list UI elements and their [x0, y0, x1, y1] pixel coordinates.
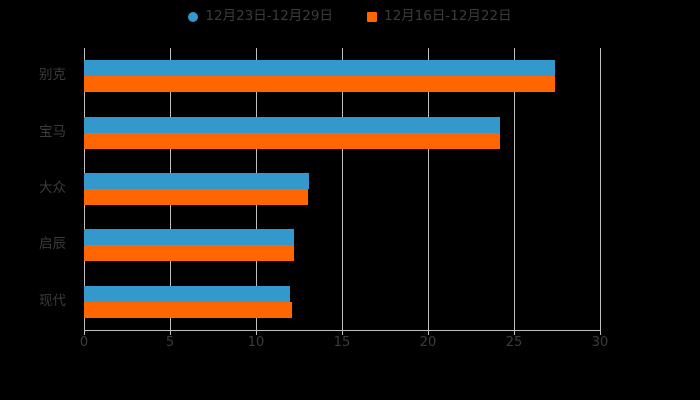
legend-item-series-1[interactable]: 12月16日-12月22日: [367, 10, 512, 24]
legend-square-marker-icon: [367, 12, 377, 22]
legend-item-series-0[interactable]: 12月23日-12月29日: [188, 10, 333, 24]
bar-4-series-0[interactable]: [84, 285, 291, 302]
x-tick-label-10: 10: [247, 335, 265, 350]
y-axis-label-4: 现代: [39, 292, 66, 309]
legend-circle-marker-icon: [188, 12, 199, 22]
x-tick-label-30: 30: [591, 335, 609, 350]
x-tick-label-20: 20: [419, 335, 437, 350]
y-axis-label-3: 启辰: [39, 236, 66, 253]
x-tick-mark-20: [428, 330, 429, 335]
bar-2-series-0[interactable]: [84, 173, 310, 189]
y-axis-label-1: 宝马: [39, 123, 66, 140]
x-tick-mark-25: [514, 330, 515, 335]
bar-2-series-1[interactable]: [84, 189, 308, 205]
plot-area: [84, 48, 601, 330]
legend-label-series-0: 12月23日-12月29日: [205, 8, 333, 25]
gridline-20: [428, 48, 429, 330]
x-tick-label-0: 0: [79, 335, 89, 350]
y-axis-labels: 别克宝马大众启辰现代: [0, 48, 76, 330]
x-tick-mark-0: [84, 330, 85, 335]
bar-0-series-1[interactable]: [84, 76, 556, 93]
y-axis-label-0: 别克: [39, 67, 66, 84]
y-axis-label-2: 大众: [39, 180, 66, 196]
legend-label-series-1: 12月16日-12月22日: [384, 8, 512, 25]
chart-legend: 12月23日-12月29日 12月16日-12月22日: [0, 6, 700, 28]
bar-4-series-1[interactable]: [84, 301, 293, 318]
x-tick-mark-10: [256, 330, 257, 335]
gridline-15: [342, 48, 343, 330]
bar-3-series-1[interactable]: [84, 245, 294, 262]
gridline-25: [514, 48, 515, 330]
bar-1-series-1[interactable]: [84, 132, 501, 149]
x-tick-mark-30: [600, 330, 601, 335]
gridline-30: [600, 48, 601, 330]
bar-0-series-0[interactable]: [84, 60, 556, 77]
bar-1-series-0[interactable]: [84, 116, 501, 133]
x-tick-label-15: 15: [333, 335, 351, 350]
x-tick-mark-5: [170, 330, 171, 335]
bar-3-series-0[interactable]: [84, 229, 294, 246]
x-tick-label-5: 5: [165, 335, 175, 350]
x-tick-label-25: 25: [505, 335, 523, 350]
x-tick-mark-15: [342, 330, 343, 335]
